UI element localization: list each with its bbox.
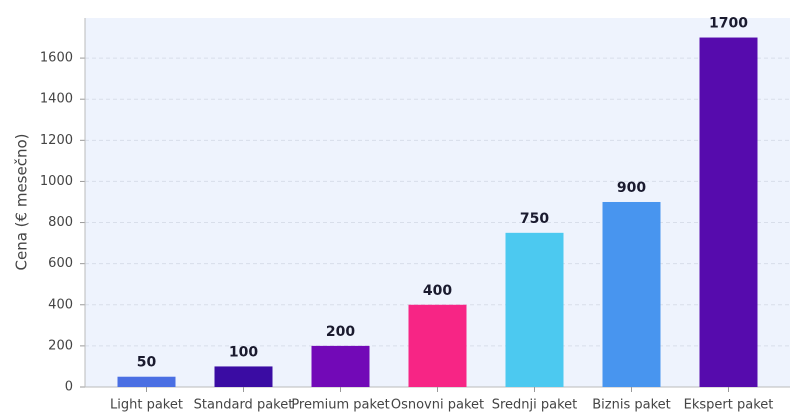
x-tick-label: Premium paket	[291, 398, 389, 413]
x-tick-label: Osnovni paket	[391, 398, 484, 413]
y-tick-label: 200	[48, 338, 73, 353]
x-tick-label: Light paket	[110, 398, 183, 413]
value-label: 400	[423, 283, 452, 299]
value-label: 50	[137, 355, 157, 371]
value-label: 100	[229, 344, 258, 360]
y-tick-label: 0	[65, 380, 73, 395]
bar	[311, 345, 370, 387]
y-tick-label: 1400	[40, 92, 73, 107]
bar	[214, 366, 273, 387]
x-tick-label: Biznis paket	[592, 398, 671, 413]
x-tick-label: Standard paket	[194, 398, 294, 413]
y-tick-label: 1600	[40, 51, 73, 66]
value-label: 900	[617, 180, 646, 196]
bar	[408, 304, 467, 387]
bar	[505, 232, 564, 387]
y-tick-label: 400	[48, 297, 73, 312]
bar	[602, 201, 661, 387]
bar	[117, 376, 176, 387]
bar	[699, 37, 758, 388]
y-tick-label: 1200	[40, 133, 73, 148]
value-label: 1700	[709, 16, 748, 32]
value-label: 200	[326, 324, 355, 340]
value-label: 750	[520, 211, 549, 227]
y-tick-label: 1000	[40, 174, 73, 189]
y-tick-label: 600	[48, 256, 73, 271]
x-tick-label: Srednji paket	[492, 398, 578, 413]
y-tick-label: 800	[48, 215, 73, 230]
y-axis-label: Cena (€ mesečno)	[13, 134, 31, 271]
x-tick-label: Ekspert paket	[684, 398, 774, 413]
